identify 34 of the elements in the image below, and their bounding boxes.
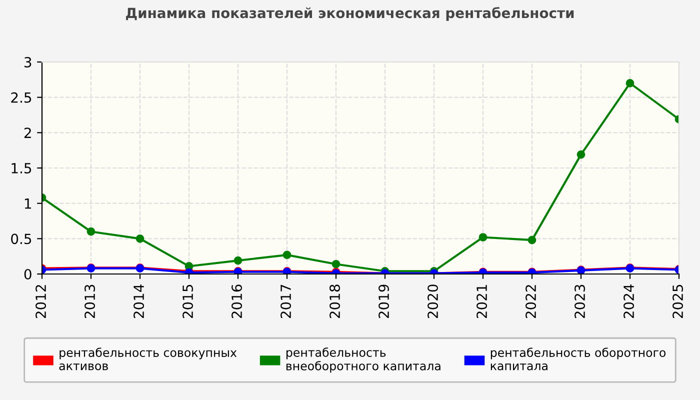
x-tick-label: 2017 (280, 284, 292, 318)
x-tick-label: 2024 (624, 284, 634, 318)
y-tick-label: 1.5 (12, 163, 32, 174)
y-tick-label: 0 (24, 268, 32, 280)
point (86, 227, 96, 236)
point (332, 260, 340, 268)
point (282, 250, 292, 260)
y-tick-label: 2.5 (11, 92, 32, 103)
x-tick-label: 2013 (84, 284, 96, 318)
x-tick-label: 2018 (330, 284, 340, 318)
y-tick-label: 0.5 (11, 234, 32, 244)
x-tick-label: 2019 (378, 284, 390, 318)
x-tick-label: 2025 (672, 284, 684, 318)
x-tick-label: 2021 (476, 285, 488, 318)
x-tick-label: 2023 (574, 284, 586, 318)
x-tick-label: 2016 (232, 284, 242, 318)
legend-label: рентабельность совокупных активов (59, 348, 237, 370)
point (576, 150, 586, 159)
chart-title: Динамика показателей экономическая рентабельности (126, 6, 574, 21)
x-tick-label: 2012 (36, 285, 46, 318)
point (136, 234, 144, 243)
y-tick-label: 3 (24, 56, 32, 68)
x-tick-label: 2022 (526, 285, 536, 318)
point (528, 236, 536, 244)
legend-label: рентабельность внеоборотного капитала (286, 348, 440, 373)
legend-label: рентабельность оборотного капитала (490, 348, 666, 370)
x-tick-label: 2014 (134, 284, 144, 318)
point (478, 233, 488, 242)
y-tick-label: 2 (24, 128, 31, 138)
point (626, 79, 634, 88)
x-tick-label: 2015 (182, 284, 194, 318)
point (234, 256, 242, 265)
y-tick-label: 1 (24, 198, 31, 209)
x-tick-label: 2020 (428, 284, 438, 318)
